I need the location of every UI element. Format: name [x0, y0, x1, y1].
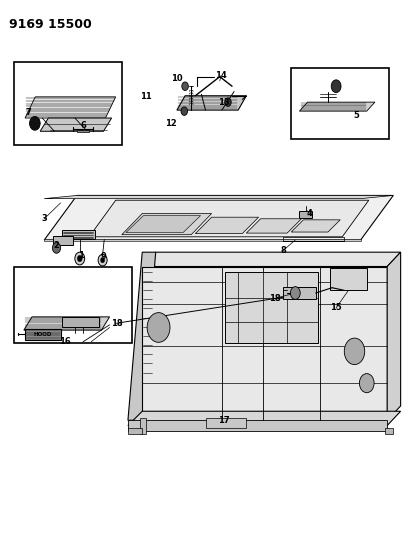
- Circle shape: [331, 80, 341, 93]
- Polygon shape: [25, 329, 60, 340]
- Polygon shape: [77, 130, 89, 132]
- Polygon shape: [128, 252, 156, 420]
- Polygon shape: [225, 272, 318, 343]
- Text: 18: 18: [269, 294, 281, 303]
- Polygon shape: [283, 287, 316, 300]
- Circle shape: [344, 338, 365, 365]
- Polygon shape: [128, 428, 142, 433]
- Text: 9169 15500: 9169 15500: [9, 18, 92, 31]
- Polygon shape: [40, 118, 112, 131]
- Polygon shape: [299, 102, 375, 111]
- Polygon shape: [24, 317, 110, 330]
- Text: 8: 8: [280, 246, 286, 255]
- Text: HOOD: HOOD: [33, 332, 51, 337]
- Circle shape: [98, 254, 107, 266]
- Polygon shape: [25, 97, 115, 118]
- Ellipse shape: [274, 397, 296, 407]
- Circle shape: [225, 98, 231, 107]
- Text: 18: 18: [111, 319, 122, 328]
- Text: 17: 17: [218, 416, 230, 425]
- Polygon shape: [330, 268, 367, 290]
- Polygon shape: [299, 212, 312, 217]
- Polygon shape: [44, 239, 360, 241]
- Polygon shape: [142, 252, 401, 266]
- Polygon shape: [44, 196, 393, 240]
- Polygon shape: [128, 420, 387, 431]
- Text: 10: 10: [171, 74, 183, 83]
- Circle shape: [291, 287, 300, 300]
- Text: 2: 2: [53, 241, 60, 250]
- Ellipse shape: [229, 397, 256, 407]
- Polygon shape: [126, 216, 201, 232]
- Circle shape: [30, 116, 40, 130]
- Ellipse shape: [163, 393, 179, 405]
- Text: 15: 15: [330, 303, 342, 312]
- Polygon shape: [246, 219, 301, 233]
- Text: 6: 6: [80, 122, 86, 131]
- Text: 11: 11: [141, 92, 152, 101]
- Polygon shape: [291, 220, 340, 232]
- Polygon shape: [62, 317, 99, 327]
- Polygon shape: [44, 196, 393, 199]
- Text: 13: 13: [218, 98, 230, 107]
- Polygon shape: [387, 252, 401, 420]
- Bar: [291, 68, 389, 139]
- Circle shape: [181, 107, 187, 115]
- Polygon shape: [142, 266, 387, 420]
- Circle shape: [75, 252, 85, 265]
- Circle shape: [182, 82, 188, 91]
- Text: 5: 5: [353, 111, 360, 120]
- Text: 16: 16: [59, 337, 71, 346]
- Bar: [14, 62, 122, 144]
- Ellipse shape: [336, 264, 360, 274]
- Text: 7: 7: [25, 108, 31, 117]
- Text: 12: 12: [165, 119, 177, 128]
- Polygon shape: [385, 428, 393, 433]
- Text: 1: 1: [78, 252, 84, 261]
- Circle shape: [53, 243, 60, 253]
- Ellipse shape: [191, 393, 212, 405]
- Polygon shape: [140, 418, 146, 433]
- Text: 3: 3: [42, 214, 47, 223]
- Polygon shape: [62, 230, 95, 239]
- Polygon shape: [206, 418, 246, 428]
- Polygon shape: [195, 217, 259, 233]
- Polygon shape: [177, 96, 246, 110]
- Ellipse shape: [330, 261, 367, 274]
- Circle shape: [101, 257, 105, 263]
- Polygon shape: [53, 236, 73, 245]
- Bar: [14, 266, 132, 343]
- Polygon shape: [122, 214, 212, 235]
- Text: 14: 14: [215, 71, 227, 80]
- Text: 4: 4: [307, 209, 312, 218]
- Circle shape: [359, 374, 374, 393]
- Text: 9: 9: [101, 253, 106, 262]
- Circle shape: [77, 255, 82, 262]
- Polygon shape: [89, 200, 369, 237]
- Circle shape: [147, 313, 170, 342]
- Polygon shape: [128, 411, 401, 425]
